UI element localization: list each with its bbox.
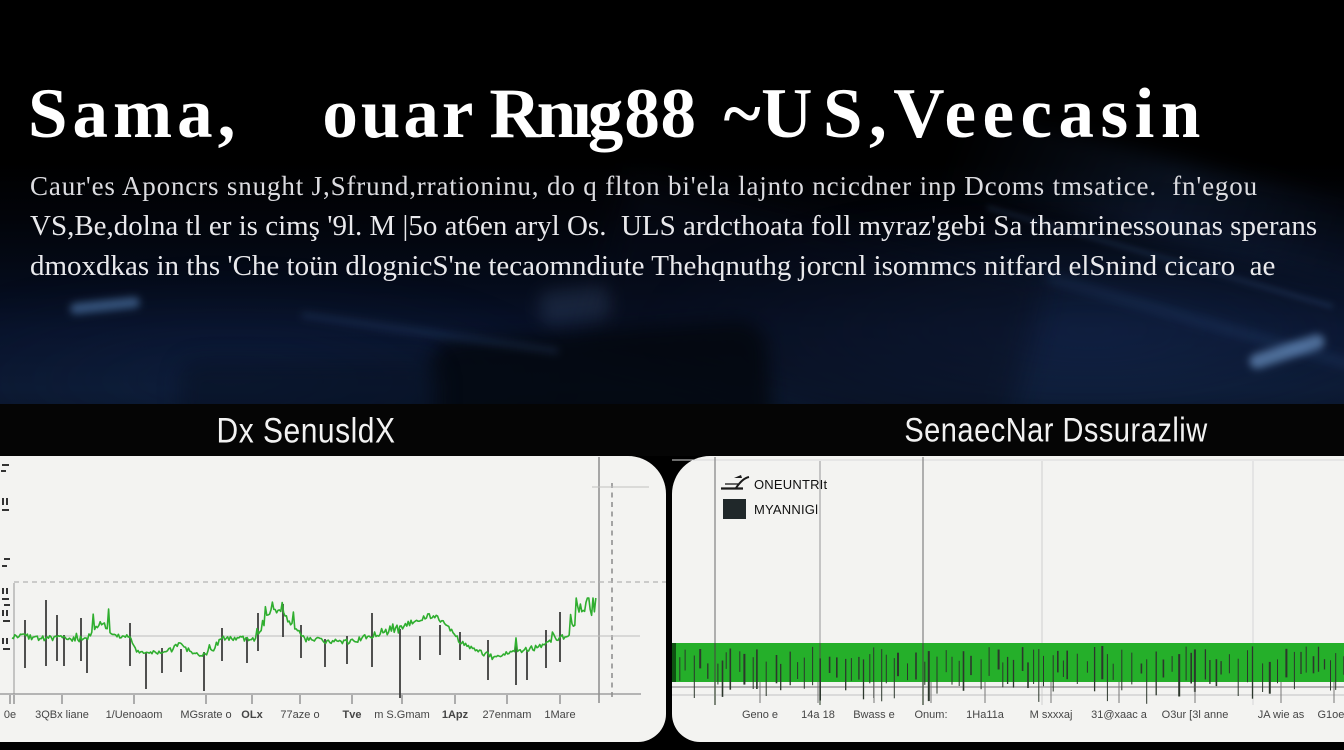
svg-text:31@xaac a: 31@xaac a (1091, 709, 1148, 721)
svg-text:MYANNIGl: MYANNIGl (754, 502, 818, 517)
svg-text:ONEUNTRIt: ONEUNTRIt (754, 477, 827, 492)
svg-text:Bwass e: Bwass e (853, 709, 895, 721)
svg-text:MGsrate o: MGsrate o (180, 709, 231, 721)
svg-text:Onum:: Onum: (914, 709, 947, 721)
svg-text:1Apz: 1Apz (442, 709, 469, 721)
svg-text:m S.Gmam: m S.Gmam (374, 709, 430, 721)
svg-text:77aze o: 77aze o (280, 709, 319, 721)
svg-text:JA wie as: JA wie as (1258, 709, 1305, 721)
svg-text:Tve: Tve (343, 709, 362, 721)
svg-text:Geno e: Geno e (742, 709, 778, 721)
svg-text:OLx: OLx (241, 709, 263, 721)
svg-text:14a 18: 14a 18 (801, 709, 835, 721)
svg-text:1/Uenoaom: 1/Uenoaom (106, 709, 163, 721)
svg-text:1Mare: 1Mare (544, 709, 575, 721)
svg-text:3QBx liane: 3QBx liane (35, 709, 89, 721)
svg-text:0e: 0e (4, 709, 16, 721)
svg-text:G1oen: G1oen (1317, 709, 1344, 721)
svg-text:27enmam: 27enmam (483, 709, 532, 721)
svg-text:M sxxxaj: M sxxxaj (1030, 709, 1073, 721)
svg-text:O3ur [3l anne: O3ur [3l anne (1162, 709, 1229, 721)
svg-text:1Ha11a: 1Ha11a (966, 709, 1005, 721)
